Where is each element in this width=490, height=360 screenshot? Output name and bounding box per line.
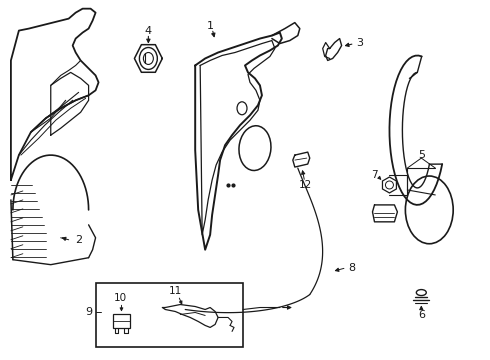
Text: 3: 3 [356,37,363,48]
Text: 10: 10 [114,293,127,302]
Bar [113,315,130,328]
Bar [96,283,243,347]
Text: 6: 6 [418,310,425,320]
Text: 8: 8 [348,263,355,273]
Text: 4: 4 [145,26,152,36]
Text: 9: 9 [85,307,92,318]
Text: 2: 2 [75,235,82,245]
Text: 11: 11 [169,285,182,296]
Text: 1: 1 [207,21,214,31]
Text: 7: 7 [371,170,378,180]
Text: 5: 5 [418,150,425,160]
Text: 12: 12 [299,180,313,190]
